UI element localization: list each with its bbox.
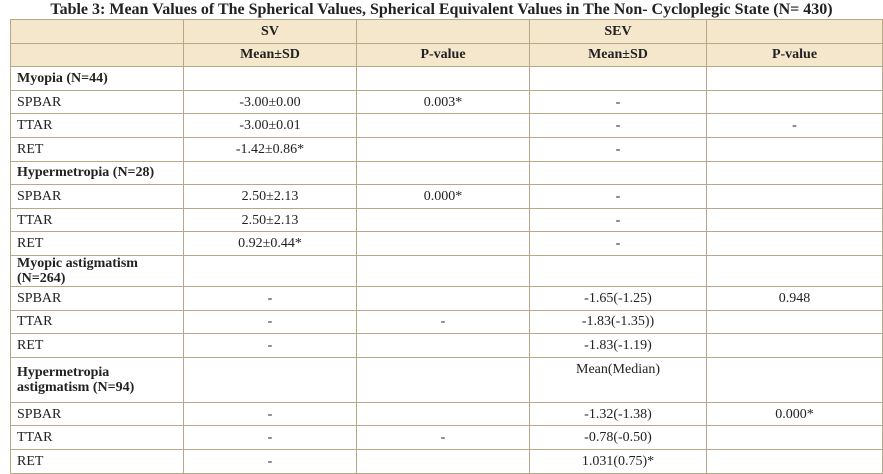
sev-mean-median-label: Mean(Median) <box>529 356 707 403</box>
header-sv: SV <box>183 19 357 44</box>
row-label: RET <box>10 231 184 256</box>
group-title: Myopic astigmatism (N=264) <box>10 254 184 287</box>
sev-p-cell <box>706 333 883 358</box>
sev-p-cell: 0.948 <box>706 285 883 311</box>
table-row: TTAR 2.50±2.13 - <box>10 207 883 233</box>
row-label: TTAR <box>10 425 184 450</box>
sev-p-cell <box>706 184 883 209</box>
sv-mean-cell: - <box>183 309 357 335</box>
sev-p-cell <box>706 309 883 335</box>
table-row: TTAR -3.00±0.01 - - <box>10 113 883 138</box>
sev-p-cell <box>706 231 883 256</box>
header-row-sub: Mean±SD P-value Mean±SD P-value <box>10 42 883 68</box>
sv-mean-cell: -3.00±0.01 <box>183 113 357 138</box>
sv-p-cell <box>356 448 530 474</box>
table-caption: Table 3: Mean Values of The Spherical Va… <box>50 1 833 18</box>
row-label: TTAR <box>10 113 184 138</box>
sv-mean-cell: - <box>183 425 357 450</box>
sv-p-cell <box>356 333 530 358</box>
sv-p-cell <box>356 113 530 138</box>
sv-p-cell <box>356 401 530 427</box>
sev-mean-cell: - <box>529 136 707 162</box>
sev-p-cell: - <box>706 113 883 138</box>
header-sev: SEV <box>529 19 707 44</box>
table-row: RET - 1.031(0.75)* <box>10 448 883 474</box>
sv-p-cell <box>356 285 530 311</box>
group-row-myopic-astigmatism: Myopic astigmatism (N=264) <box>10 254 883 287</box>
sev-p-cell <box>706 136 883 162</box>
group-row-hypermetropia: Hypermetropia (N=28) <box>10 160 883 186</box>
sev-mean-cell: - <box>529 184 707 209</box>
sev-p-cell <box>706 425 883 450</box>
sv-mean-cell: -3.00±0.00 <box>183 89 357 115</box>
group-row-myopia: Myopia (N=44) <box>10 66 883 91</box>
row-label: SPBAR <box>10 401 184 427</box>
header-sev-p-value: P-value <box>706 42 883 68</box>
sv-mean-cell: - <box>183 401 357 427</box>
group-title: Myopia (N=44) <box>10 66 184 91</box>
sv-mean-cell: 2.50±2.13 <box>183 207 357 233</box>
header-empty-cell <box>706 19 883 44</box>
table-row: SPBAR - -1.32(-1.38) 0.000* <box>10 401 883 427</box>
table-row: RET 0.92±0.44* - <box>10 231 883 256</box>
table-row: RET -1.42±0.86* - <box>10 136 883 162</box>
sv-p-cell <box>356 231 530 256</box>
group-title-line1: Hypermetropia <box>17 364 110 380</box>
sv-p-cell: - <box>356 309 530 335</box>
table-row: TTAR - - -0.78(-0.50) <box>10 425 883 450</box>
sev-mean-cell: - <box>529 207 707 233</box>
sv-mean-cell: - <box>183 333 357 358</box>
sev-p-cell <box>706 448 883 474</box>
header-empty-cell <box>356 19 530 44</box>
header-sev-mean-sd: Mean±SD <box>529 42 707 68</box>
sv-mean-cell: 2.50±2.13 <box>183 184 357 209</box>
sv-mean-cell: - <box>183 285 357 311</box>
group-title: Hypermetropia astigmatism (N=94) <box>10 356 184 403</box>
results-table: SV SEV Mean±SD P-value Mean±SD P-value M… <box>10 19 883 474</box>
row-label: RET <box>10 136 184 162</box>
sev-mean-cell: 1.031(0.75)* <box>529 448 707 474</box>
sev-mean-cell: - <box>529 113 707 138</box>
row-label: RET <box>10 448 184 474</box>
row-label: SPBAR <box>10 89 184 115</box>
sev-mean-cell: - <box>529 231 707 256</box>
sv-p-cell: 0.003* <box>356 89 530 115</box>
sev-mean-cell: -1.65(-1.25) <box>529 285 707 311</box>
sev-mean-cell: -1.83(-1.35)) <box>529 309 707 335</box>
sev-p-cell <box>706 89 883 115</box>
sev-p-cell: 0.000* <box>706 401 883 427</box>
sv-mean-cell: - <box>183 448 357 474</box>
header-row-top: SV SEV <box>10 19 883 44</box>
sv-p-cell <box>356 207 530 233</box>
header-empty-cell <box>10 19 184 44</box>
sev-mean-cell: -0.78(-0.50) <box>529 425 707 450</box>
row-label: TTAR <box>10 207 184 233</box>
sv-p-cell: - <box>356 425 530 450</box>
table-row: SPBAR - -1.65(-1.25) 0.948 <box>10 285 883 311</box>
sev-mean-cell: -1.32(-1.38) <box>529 401 707 427</box>
row-label: RET <box>10 333 184 358</box>
row-label: SPBAR <box>10 184 184 209</box>
header-sv-p-value: P-value <box>356 42 530 68</box>
sv-p-cell: 0.000* <box>356 184 530 209</box>
group-title-line2: astigmatism (N=94) <box>17 379 135 395</box>
group-title: Hypermetropia (N=28) <box>10 160 184 186</box>
sev-mean-cell: -1.83(-1.19) <box>529 333 707 358</box>
table-row: RET - -1.83(-1.19) <box>10 333 883 358</box>
row-label: TTAR <box>10 309 184 335</box>
group-row-hypermetropia-astigmatism: Hypermetropia astigmatism (N=94) Mean(Med… <box>10 356 883 403</box>
sev-mean-cell: - <box>529 89 707 115</box>
table-row: SPBAR 2.50±2.13 0.000* - <box>10 184 883 209</box>
sev-p-cell <box>706 207 883 233</box>
header-sv-mean-sd: Mean±SD <box>183 42 357 68</box>
table-row: TTAR - - -1.83(-1.35)) <box>10 309 883 335</box>
header-empty-cell <box>10 42 184 68</box>
sv-mean-cell: -1.42±0.86* <box>183 136 357 162</box>
row-label: SPBAR <box>10 285 184 311</box>
table-row: SPBAR -3.00±0.00 0.003* - <box>10 89 883 115</box>
sv-p-cell <box>356 136 530 162</box>
sv-mean-cell: 0.92±0.44* <box>183 231 357 256</box>
